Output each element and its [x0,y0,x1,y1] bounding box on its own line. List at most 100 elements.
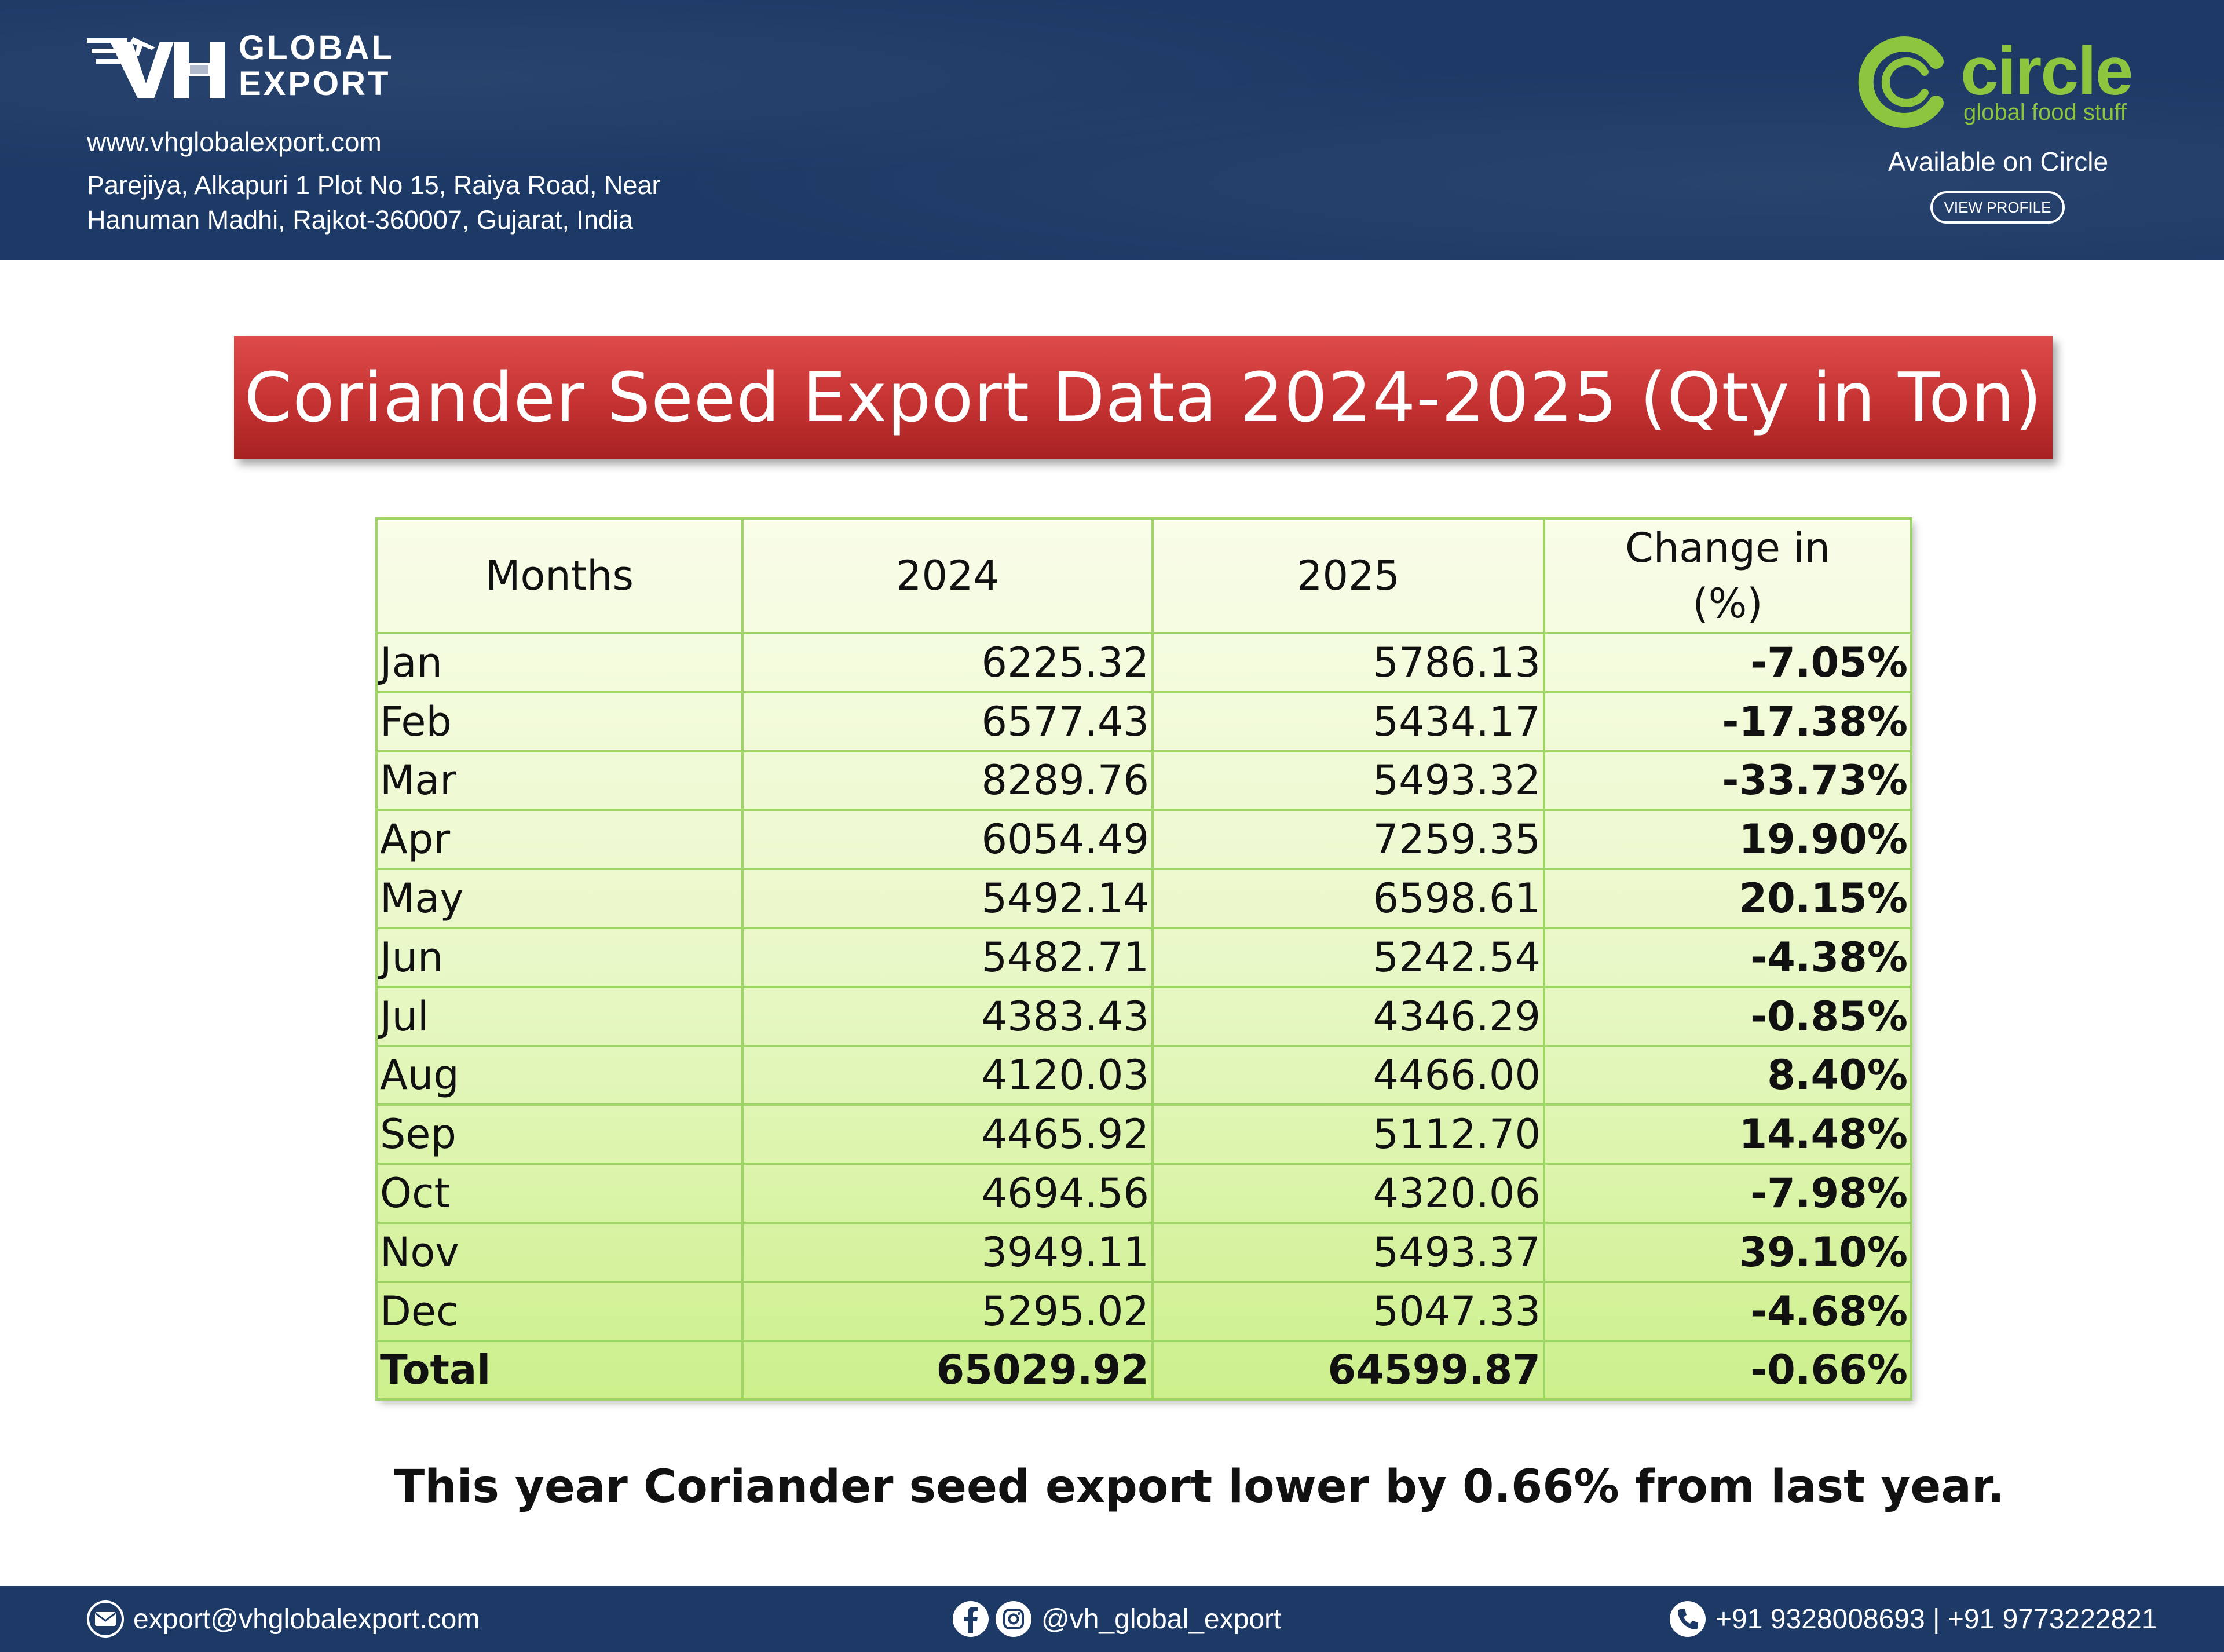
cell-change: -0.85% [1543,985,1912,1047]
circle-c-icon [1858,36,1944,128]
cell-month: Nov [375,1221,744,1283]
cell-change: -4.38% [1543,926,1912,988]
table-row: Feb 6577.43 5434.17 -17.38% [375,690,1912,752]
cell-total-2025: 64599.87 [1151,1339,1545,1401]
cell-2025: 5047.33 [1151,1280,1545,1342]
table-row: Sep 4465.92 5112.70 14.48% [375,1103,1912,1165]
table-total-row: Total 65029.92 64599.87 -0.66% [375,1339,1912,1401]
table-row: Mar 8289.76 5493.32 -33.73% [375,750,1912,812]
cell-2025: 5112.70 [1151,1103,1545,1165]
table-row: Apr 6054.49 7259.35 19.90% [375,809,1912,871]
cell-change: 20.15% [1543,868,1912,929]
table-row: May 5492.14 6598.61 20.15% [375,868,1912,929]
cell-2024: 6225.32 [741,632,1154,693]
cell-total-label: Total [375,1339,744,1401]
cell-change: -4.68% [1543,1280,1912,1342]
cell-month: Dec [375,1280,744,1342]
header-change: Change in (%) [1543,517,1912,634]
table-row: Jul 4383.43 4346.29 -0.85% [375,985,1912,1047]
facebook-icon[interactable] [951,1599,990,1639]
cell-2024: 8289.76 [741,750,1154,812]
address-line-1: Parejiya, Alkapuri 1 Plot No 15, Raiya R… [87,170,661,200]
cell-2024: 4694.56 [741,1163,1154,1224]
table-row: Jun 5482.71 5242.54 -4.38% [375,926,1912,988]
cell-change: 19.90% [1543,809,1912,871]
header-change-line-2: (%) [1692,580,1763,627]
logo-text-export: EXPORT [239,65,391,103]
vh-logo-icon [87,37,225,98]
cell-2025: 5434.17 [1151,690,1545,752]
cell-2025: 7259.35 [1151,809,1545,871]
cell-2025: 5242.54 [1151,926,1545,988]
footer-phone-numbers: +91 9328008693 | +91 9773222821 [1715,1603,2157,1635]
cell-month: Feb [375,690,744,752]
header-2024: 2024 [741,517,1154,634]
circle-tagline: global food stuff [1963,100,2127,125]
cell-change: 39.10% [1543,1221,1912,1283]
phone-icon [1670,1601,1706,1637]
vh-global-export-logo[interactable]: GLOBAL EXPORT [87,30,400,105]
cell-2025: 4466.00 [1151,1044,1545,1106]
cell-month: Mar [375,750,744,812]
circle-brand-name: circle [1960,33,2133,109]
cell-month: Sep [375,1103,744,1165]
footer-phones[interactable]: +91 9328008693 | +91 9773222821 [1668,1586,2157,1652]
available-on-circle-text: Available on Circle [1888,147,2109,177]
cell-2024: 3949.11 [741,1221,1154,1283]
website-link[interactable]: www.vhglobalexport.com [87,127,382,157]
cell-change: 14.48% [1543,1103,1912,1165]
logo-text-global: GLOBAL [239,29,394,67]
cell-2025: 5786.13 [1151,632,1545,693]
cell-month: Apr [375,809,744,871]
table-header-row: Months 2024 2025 Change in (%) [375,517,1912,634]
table-row: Jan 6225.32 5786.13 -7.05% [375,632,1912,693]
page-title-banner: Coriander Seed Export Data 2024-2025 (Qt… [234,336,2053,459]
cell-change: -7.98% [1543,1163,1912,1224]
cell-month: Jul [375,985,744,1047]
email-icon [87,1600,124,1638]
table-row: Aug 4120.03 4466.00 8.40% [375,1044,1912,1106]
cell-2024: 5295.02 [741,1280,1154,1342]
export-data-table-container: Months 2024 2025 Change in (%) Jan 6225.… [375,517,1912,1401]
cell-month: Jan [375,632,744,693]
footer-email[interactable]: export@vhglobalexport.com [86,1586,480,1652]
table-row: Nov 3949.11 5493.37 39.10% [375,1221,1912,1283]
cell-total-change: -0.66% [1543,1339,1912,1401]
header-months: Months [375,517,744,634]
header-change-line-1: Change in [1625,524,1831,572]
header-2025: 2025 [1151,517,1545,634]
cell-2024: 4383.43 [741,985,1154,1047]
export-data-table: Months 2024 2025 Change in (%) Jan 6225.… [375,517,1912,1401]
cell-change: -17.38% [1543,690,1912,752]
view-profile-button[interactable]: VIEW PROFILE [1930,191,2065,224]
cell-month: Jun [375,926,744,988]
cell-change: 8.40% [1543,1044,1912,1106]
cell-month: Aug [375,1044,744,1106]
circle-logo[interactable]: circle global food stuff [1856,36,2146,129]
footer-bar: export@vhglobalexport.com @vh_global_exp… [0,1586,2224,1652]
table-row: Oct 4694.56 4320.06 -7.98% [375,1163,1912,1224]
cell-2024: 6054.49 [741,809,1154,871]
cell-total-2024: 65029.92 [741,1339,1154,1401]
cell-month: May [375,868,744,929]
cell-2024: 6577.43 [741,690,1154,752]
footer-social[interactable]: @vh_global_export [951,1586,1281,1652]
cell-2025: 6598.61 [1151,868,1545,929]
cell-2024: 4465.92 [741,1103,1154,1165]
instagram-icon[interactable] [994,1599,1033,1639]
table-row: Dec 5295.02 5047.33 -4.68% [375,1280,1912,1342]
address-line-2: Hanuman Madhi, Rajkot-360007, Gujarat, I… [87,205,634,235]
cell-month: Oct [375,1163,744,1224]
summary-note: This year Coriander seed export lower by… [394,1461,2004,1513]
company-address: Parejiya, Alkapuri 1 Plot No 15, Raiya R… [87,168,782,237]
cell-2025: 4346.29 [1151,985,1545,1047]
cell-2025: 5493.32 [1151,750,1545,812]
footer-social-handle: @vh_global_export [1041,1603,1282,1635]
cell-change: -7.05% [1543,632,1912,693]
cell-2025: 5493.37 [1151,1221,1545,1283]
cell-2024: 5482.71 [741,926,1154,988]
cell-2025: 4320.06 [1151,1163,1545,1224]
cell-change: -33.73% [1543,750,1912,812]
cell-2024: 5492.14 [741,868,1154,929]
footer-email-text: export@vhglobalexport.com [133,1603,480,1635]
